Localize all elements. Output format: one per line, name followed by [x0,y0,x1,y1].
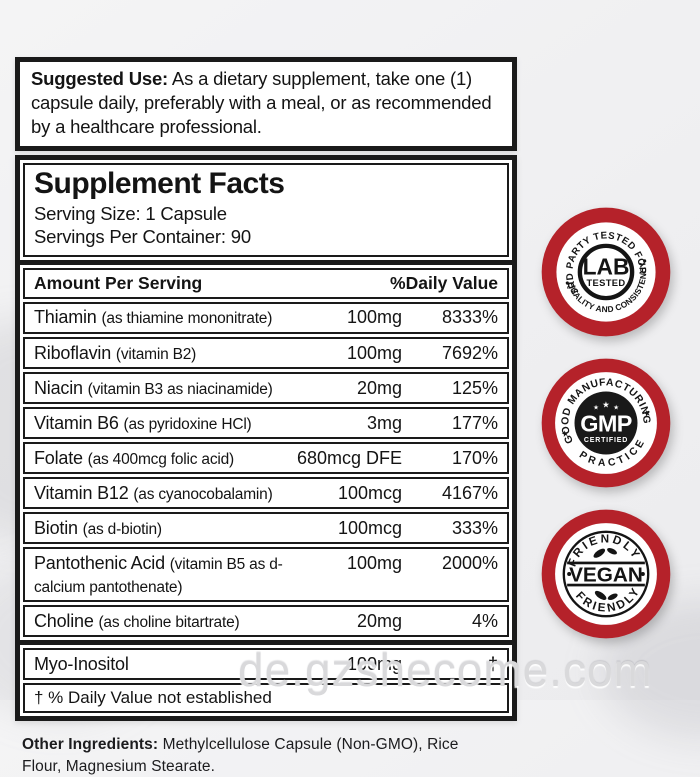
serving-size: Serving Size: 1 Capsule [34,202,227,224]
lab-tested-badge: 3RD PARTY TESTED FOR QUALITY AND CONSIST… [539,205,673,339]
nutrient-name: Folate [34,447,83,468]
nutrient-note: (as cyanocobalamin) [133,485,273,503]
nutrient-dv: 7692% [441,342,498,363]
nutrient-note: (as choline bitartrate) [98,613,240,631]
star-icon: ★ [642,407,652,419]
table-row: Thiamin (as thiamine mononitrate) 100mg … [23,301,509,335]
nutrient-name: Niacin [34,377,83,398]
nutrient-note: (as thiamine mononitrate) [101,310,273,328]
servings-per-container: Servings Per Container: 90 [34,226,251,248]
nutrient-name: Vitamin B6 [34,412,119,433]
nutrient-dv: 125% [451,377,498,398]
nutrient-amount: 680mcg DFE [296,447,402,468]
svg-text:TESTED: TESTED [587,278,626,288]
svg-text:VEGAN: VEGAN [569,563,643,586]
table-row: Myo-Inositol 100mg † [23,648,509,681]
gmp-seal-icon: GOOD MANUFACTURING PRACTICE ★ ★ ★ ★ ★ GM… [541,358,671,488]
nutrient-name: Myo-Inositol [34,653,129,674]
facts-info-section: Supplement Facts Serving Size: 1 Capsule… [23,163,509,257]
star-icon: ★ [593,405,599,412]
nutrient-dv: 4% [471,610,498,631]
nutrient-note: (as d-biotin) [82,520,162,538]
nutrient-name: Riboflavin [34,342,112,363]
other-ingredients-label: Other Ingredients: [22,736,159,754]
thick-divider [20,259,512,265]
nutrient-dv: 177% [451,412,498,433]
label-column: Suggested Use: As a dietary supplement, … [15,57,517,777]
leaf-icon [593,547,618,601]
other-ingredients: Other Ingredients: Methylcellulose Capsu… [15,734,482,777]
nutrient-note: (vitamin B2) [115,345,197,363]
col-daily-value: %Daily Value [390,272,498,293]
col-amount-per-serving: Amount Per Serving [34,272,203,293]
star-icon: ★ [560,428,570,440]
suggested-use-box: Suggested Use: As a dietary supplement, … [15,57,517,152]
nutrient-name: Thiamin [34,307,97,328]
nutrient-name: Pantothenic Acid [34,552,165,573]
table-row: Niacin (vitamin B3 as niacinamide) 20mg … [23,372,509,405]
table-row: Vitamin B12 (as cyanocobalamin) 100mcg 4… [23,477,509,510]
nutrient-note: (as 400mcg folic acid) [87,450,235,468]
table-row: Riboflavin (vitamin B2) 100mg 7692% [23,337,509,370]
nutrient-note: (vitamin B3 as niacinamide) [87,380,273,398]
nutrient-name: Choline [34,610,94,631]
table-row: Vitamin B6 (as pyridoxine HCl) 3mg 177% [23,407,509,440]
nutrient-amount: 100mg [346,552,402,573]
nutrient-amount: 100mg [346,653,402,674]
nutrient-amount: 20mg [356,610,402,631]
nutrient-amount: 100mg [346,307,402,328]
vegan-seal-icon: FRIENDLY FRIENDLY VEGAN [541,509,671,639]
lab-tested-seal-icon: 3RD PARTY TESTED FOR QUALITY AND CONSIST… [541,207,671,337]
nutrient-dv: 170% [451,447,498,468]
nutrient-amount: 100mcg [337,482,402,503]
table-row: Choline (as choline bitartrate) 20mg 4% [23,605,509,638]
svg-text:GMP: GMP [580,411,631,437]
facts-header-row: Amount Per Serving %Daily Value [23,267,509,299]
vegan-friendly-badge: FRIENDLY FRIENDLY VEGAN [539,507,673,641]
nutrient-amount: 20mg [356,377,402,398]
watermark-text: de.gzshecome.com [238,644,653,696]
facts-title: Supplement Facts [34,167,285,201]
table-row: Biotin (as d-biotin) 100mcg 333% [23,512,509,545]
svg-text:CERTIFIED: CERTIFIED [584,437,628,444]
nutrient-name: Vitamin B12 [34,482,129,503]
nutrient-amount: 3mg [366,412,402,433]
suggested-use-label: Suggested Use: [31,68,169,89]
nutrient-dv: 8333% [441,307,498,328]
nutrient-dv: 333% [451,517,498,538]
nutrient-dv: 2000% [441,552,498,573]
nutrient-amount: 100mg [346,342,402,363]
star-icon: ★ [602,400,610,410]
nutrient-name: Biotin [34,517,78,538]
thick-divider [20,640,512,646]
gmp-certified-badge: GOOD MANUFACTURING PRACTICE ★ ★ ★ ★ ★ GM… [539,356,673,490]
table-row: Pantothenic Acid (vitamin B5 as d-calciu… [23,547,509,603]
nutrient-amount: 100mcg [337,517,402,538]
table-row: Folate (as 400mcg folic acid) 680mcg DFE… [23,442,509,475]
nutrient-note: (vitamin B5 as d-calcium pantothenate) [34,555,283,596]
svg-text:LAB: LAB [583,254,630,280]
suggested-use-text: As a dietary supplement, take one (1) ca… [31,68,492,138]
nutrient-dv: † [487,653,498,674]
nutrient-note: (as pyridoxine HCl) [123,415,252,433]
supplement-facts-panel: Supplement Facts Serving Size: 1 Capsule… [15,155,517,722]
nutrient-dv: 4167% [441,482,498,503]
star-icon: ★ [613,405,619,412]
